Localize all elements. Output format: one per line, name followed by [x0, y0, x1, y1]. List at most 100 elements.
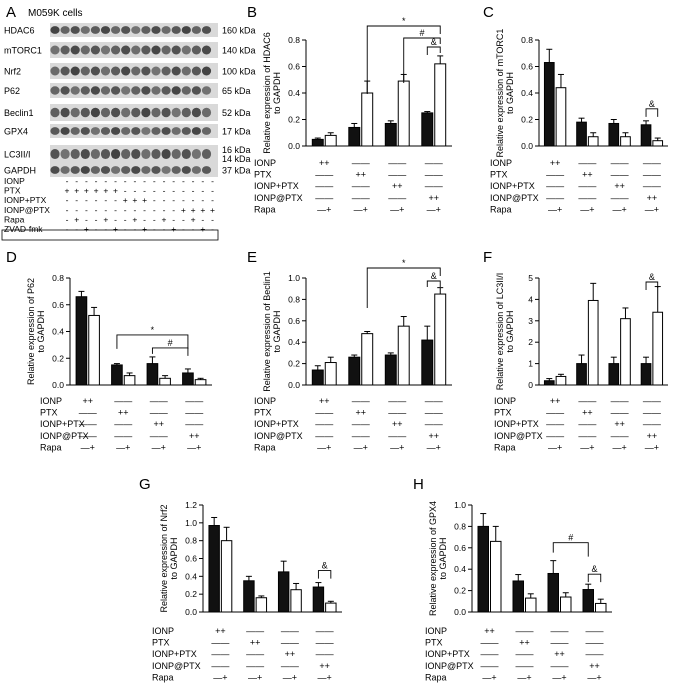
y-tick-label: 1.2 [185, 500, 197, 510]
group-cell: —+ [354, 442, 368, 452]
blot-band [191, 127, 201, 135]
group-cell: —— [551, 626, 569, 636]
blot-band [201, 127, 212, 135]
blot-band [60, 148, 70, 160]
bar-rapa [290, 589, 302, 613]
group-cell: —— [150, 431, 168, 441]
bar-rapa [490, 540, 502, 613]
chart-panel-e: E 0.0 0.2 0.4 0.6 0.8 1.0 Relative expression o… [247, 249, 452, 452]
group-cell: —— [315, 181, 333, 191]
group-row-label: PTX [254, 170, 272, 180]
group-cell: ++ [519, 638, 530, 648]
group-cell: ++ [355, 408, 366, 418]
blot-band [181, 66, 191, 76]
kda-label: 160 kDa [222, 26, 256, 36]
blot-band [171, 127, 181, 135]
group-row-label: IONP@PTX [494, 431, 543, 441]
bar-charts: B 0.0 0.2 0.4 0.6 0.8 Relative expression of H… [6, 4, 668, 682]
y-tick-label: 0.8 [52, 273, 64, 283]
protein-label: HDAC6 [4, 26, 35, 36]
condition-sign: - [114, 195, 117, 205]
significance-mark: # [419, 28, 424, 38]
y-tick-label: 2 [528, 337, 533, 347]
group-cell: ++ [118, 408, 129, 418]
blot-band [60, 107, 70, 118]
condition-sign: + [103, 186, 108, 196]
y-tick-label: 1.0 [454, 500, 466, 510]
group-cell: —— [388, 431, 406, 441]
group-cell: —+ [248, 672, 262, 682]
blot-band [161, 107, 171, 118]
y-tick-label: 0.6 [185, 554, 197, 564]
blot-band [161, 86, 171, 95]
group-cell: —— [352, 181, 370, 191]
condition-sign: - [66, 176, 69, 186]
condition-sign: + [84, 224, 89, 234]
y-axis-label: Relative expression of Beclin1to GAPDH [262, 271, 282, 392]
y-tick-label: 0.4 [454, 564, 466, 574]
group-cell: —— [425, 170, 443, 180]
blot-band [161, 166, 171, 174]
bar-control [547, 572, 559, 613]
group-cell: —— [643, 396, 661, 406]
group-cell: —— [643, 181, 661, 191]
group-cell: —— [578, 431, 596, 441]
condition-sign: - [182, 195, 185, 205]
blot-band [121, 86, 131, 95]
group-cell: ++ [428, 193, 439, 203]
group-cell: —+ [612, 442, 626, 452]
group-cell: —— [315, 170, 333, 180]
blot-band [90, 166, 100, 174]
blot-band [161, 26, 171, 34]
blot-band [201, 107, 212, 118]
group-row-label: IONP@PTX [425, 661, 474, 671]
group-row-label: IONP [490, 158, 512, 168]
blot-band [121, 66, 131, 76]
group-cell: —— [315, 419, 333, 429]
group-cell: —— [281, 661, 299, 671]
condition-sign: - [143, 176, 146, 186]
bar-control [421, 112, 434, 147]
blot-band [201, 86, 212, 95]
group-row-label: Rapa [152, 672, 174, 682]
group-row-label: IONP+PTX [152, 649, 197, 659]
y-tick-label: 0.8 [185, 536, 197, 546]
group-cell: —+ [548, 442, 562, 452]
group-cell: ++ [355, 170, 366, 180]
bar-control [111, 364, 123, 386]
condition-sign: - [211, 186, 214, 196]
group-row-label: PTX [425, 638, 443, 648]
group-row-label: PTX [152, 638, 170, 648]
significance-bracket [403, 37, 441, 83]
bar-control [348, 126, 361, 147]
blot-band [60, 127, 70, 135]
group-row-label: PTX [40, 408, 58, 418]
condition-sign: - [153, 224, 156, 234]
protein-label: P62 [4, 86, 20, 96]
group-cell: —— [481, 649, 499, 659]
blot-band [100, 107, 111, 118]
group-row-label: IONP [425, 626, 447, 636]
group-cell: —+ [152, 442, 166, 452]
blot-band [171, 86, 181, 95]
panel-letter: A [6, 4, 16, 21]
bar-control [543, 62, 555, 147]
blot-band [100, 166, 111, 174]
condition-sign: - [172, 186, 175, 196]
blot-band [131, 166, 141, 174]
group-row-label: IONP@PTX [254, 431, 303, 441]
protein-label: Nrf2 [4, 67, 21, 77]
group-cell: —— [611, 431, 629, 441]
kda-label: 52 kDa [222, 108, 251, 118]
condition-sign: - [192, 195, 195, 205]
bar-control [146, 363, 159, 386]
blot-band [141, 148, 151, 160]
blot-band [111, 166, 121, 174]
y-axis-label-line: to GAPDH [36, 310, 46, 352]
group-cell: ++ [392, 419, 403, 429]
group-cell: —+ [548, 204, 562, 214]
condition-sign: + [123, 195, 128, 205]
bar-rapa [325, 602, 337, 613]
bar-rapa [587, 299, 599, 386]
